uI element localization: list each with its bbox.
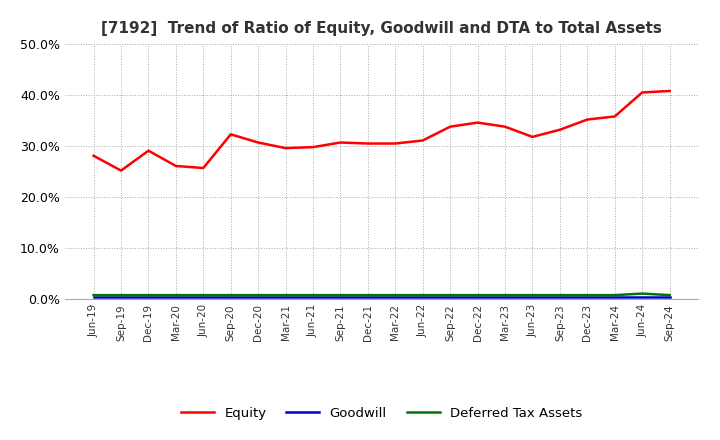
Deferred Tax Assets <box>89 293 98 298</box>
Goodwill <box>611 294 619 299</box>
Equity <box>665 88 674 94</box>
Deferred Tax Assets <box>473 293 482 298</box>
Goodwill <box>117 294 125 299</box>
Goodwill <box>391 294 400 299</box>
Goodwill <box>309 294 318 299</box>
Goodwill <box>171 294 180 299</box>
Goodwill <box>446 294 454 299</box>
Equity <box>199 165 207 171</box>
Deferred Tax Assets <box>171 293 180 298</box>
Equity <box>117 168 125 173</box>
Goodwill <box>665 294 674 299</box>
Line: Equity: Equity <box>94 91 670 171</box>
Equity <box>226 132 235 137</box>
Deferred Tax Assets <box>144 293 153 298</box>
Goodwill <box>336 294 345 299</box>
Equity <box>171 163 180 169</box>
Goodwill <box>254 294 263 299</box>
Deferred Tax Assets <box>665 293 674 298</box>
Deferred Tax Assets <box>254 293 263 298</box>
Equity <box>638 90 647 95</box>
Equity <box>611 114 619 119</box>
Equity <box>556 127 564 132</box>
Deferred Tax Assets <box>528 293 537 298</box>
Deferred Tax Assets <box>418 293 427 298</box>
Goodwill <box>473 294 482 299</box>
Goodwill <box>500 294 509 299</box>
Equity <box>336 140 345 145</box>
Goodwill <box>418 294 427 299</box>
Deferred Tax Assets <box>282 293 290 298</box>
Deferred Tax Assets <box>364 293 372 298</box>
Goodwill <box>199 294 207 299</box>
Deferred Tax Assets <box>500 293 509 298</box>
Equity <box>364 141 372 146</box>
Deferred Tax Assets <box>583 293 592 298</box>
Equity <box>473 120 482 125</box>
Goodwill <box>638 294 647 299</box>
Goodwill <box>89 294 98 299</box>
Equity <box>391 141 400 146</box>
Goodwill <box>556 294 564 299</box>
Equity <box>89 153 98 158</box>
Deferred Tax Assets <box>199 293 207 298</box>
Equity <box>144 148 153 153</box>
Deferred Tax Assets <box>117 293 125 298</box>
Goodwill <box>226 294 235 299</box>
Deferred Tax Assets <box>226 293 235 298</box>
Equity <box>446 124 454 129</box>
Deferred Tax Assets <box>391 293 400 298</box>
Legend: Equity, Goodwill, Deferred Tax Assets: Equity, Goodwill, Deferred Tax Assets <box>176 402 588 425</box>
Deferred Tax Assets <box>446 293 454 298</box>
Deferred Tax Assets <box>309 293 318 298</box>
Deferred Tax Assets <box>638 291 647 296</box>
Equity <box>309 144 318 150</box>
Deferred Tax Assets <box>336 293 345 298</box>
Equity <box>500 124 509 129</box>
Deferred Tax Assets <box>556 293 564 298</box>
Goodwill <box>144 294 153 299</box>
Line: Deferred Tax Assets: Deferred Tax Assets <box>94 293 670 295</box>
Equity <box>254 140 263 145</box>
Equity <box>583 117 592 122</box>
Goodwill <box>528 294 537 299</box>
Goodwill <box>364 294 372 299</box>
Deferred Tax Assets <box>611 293 619 298</box>
Title: [7192]  Trend of Ratio of Equity, Goodwill and DTA to Total Assets: [7192] Trend of Ratio of Equity, Goodwil… <box>102 21 662 36</box>
Goodwill <box>282 294 290 299</box>
Goodwill <box>583 294 592 299</box>
Equity <box>418 138 427 143</box>
Equity <box>528 134 537 139</box>
Equity <box>282 146 290 151</box>
